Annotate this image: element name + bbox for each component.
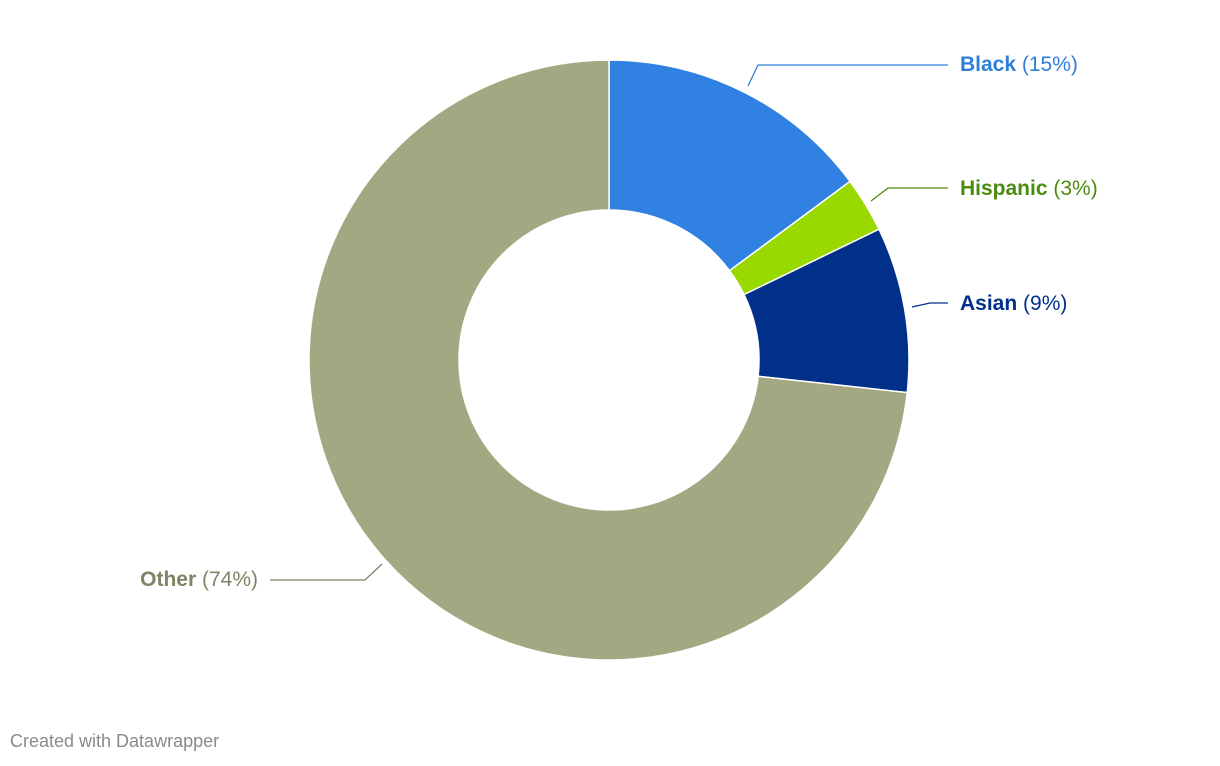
slice-label: Black (15%)	[960, 53, 1078, 76]
leader-line	[270, 563, 383, 581]
credit: Created with Datawrapper	[10, 731, 219, 751]
category-name: Other	[140, 568, 196, 591]
leader-line	[747, 64, 948, 87]
slice-label: Asian (9%)	[960, 292, 1067, 315]
value-label: (15%)	[1016, 53, 1078, 76]
category-name: Asian	[960, 292, 1017, 315]
value-label: (9%)	[1017, 292, 1067, 315]
category-name: Black	[960, 53, 1016, 76]
leader-line	[911, 302, 948, 308]
category-name: Hispanic	[960, 177, 1048, 200]
value-label: (74%)	[196, 568, 258, 591]
leader-line	[870, 187, 948, 202]
donut-slice	[608, 59, 852, 272]
slice-label: Other (74%)	[140, 568, 258, 591]
slice-label: Hispanic (3%)	[960, 177, 1098, 200]
donut-slice	[308, 59, 909, 661]
value-label: (3%)	[1048, 177, 1098, 200]
